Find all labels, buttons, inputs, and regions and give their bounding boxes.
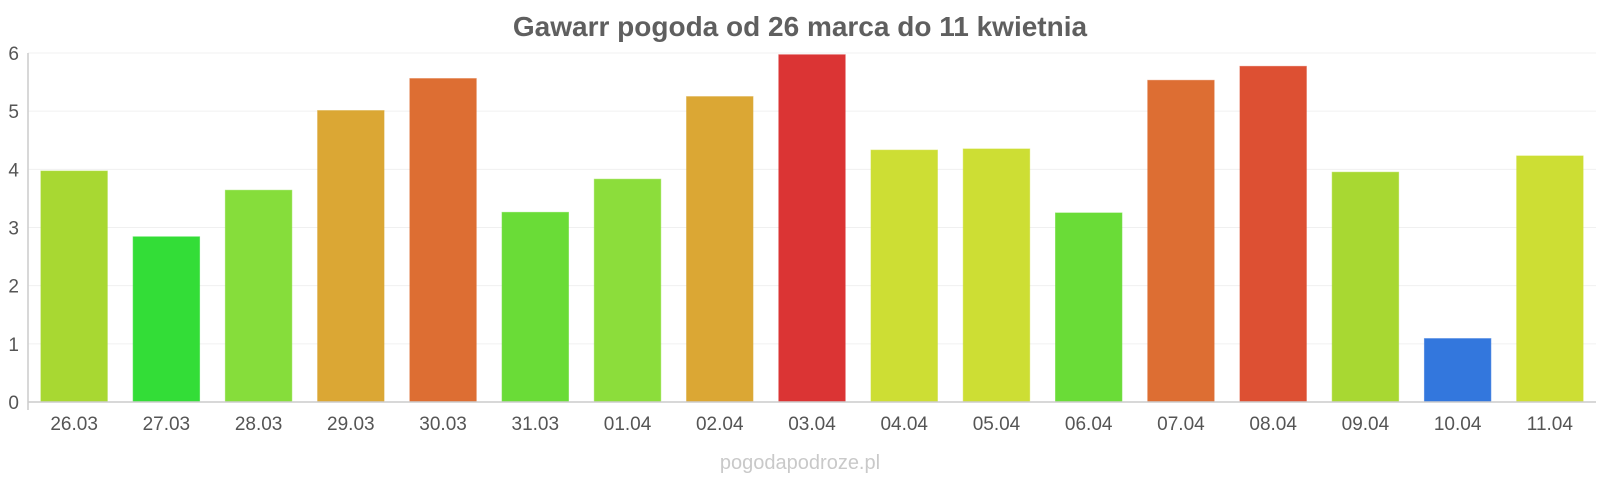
y-tick-label: 6 xyxy=(8,44,19,65)
x-tick-label: 07.04 xyxy=(1157,414,1205,435)
x-tick-label: 28.03 xyxy=(235,414,283,435)
x-tick-label: 02.04 xyxy=(696,414,744,435)
bar-09.04 xyxy=(1331,171,1400,403)
chart-title: Gawarr pogoda od 26 marca do 11 kwietnia xyxy=(513,11,1088,42)
y-tick-label: 1 xyxy=(8,335,19,356)
bar-30.03 xyxy=(409,78,477,403)
x-tick-label: 31.03 xyxy=(512,414,560,435)
x-axis-ticks: 26.03 27.03 28.03 29.03 30.03 31.03 01.04 02.04… xyxy=(50,414,1573,435)
bar-29.03 xyxy=(317,110,385,403)
x-tick-label: 29.03 xyxy=(327,414,375,435)
bar-05.04 xyxy=(962,148,1031,403)
y-axis-ticks: 0 1 2 3 4 5 6 xyxy=(8,44,19,414)
x-tick-label: 08.04 xyxy=(1249,414,1297,435)
x-tick-label: 10.04 xyxy=(1434,414,1482,435)
x-tick-label: 26.03 xyxy=(50,414,98,435)
bar-28.03 xyxy=(224,189,293,403)
bar-01.04 xyxy=(593,178,662,403)
y-tick-label: 2 xyxy=(8,277,19,298)
y-tick-label: 4 xyxy=(8,160,19,181)
watermark: pogodapodroze.pl xyxy=(720,452,880,474)
x-tick-label: 03.04 xyxy=(788,414,836,435)
bar-10.04 xyxy=(1423,338,1492,403)
x-tick-label: 30.03 xyxy=(419,414,467,435)
bar-27.03 xyxy=(132,236,201,403)
x-tick-label: 06.04 xyxy=(1065,414,1113,435)
x-tick-label: 11.04 xyxy=(1527,414,1574,435)
x-tick-label: 09.04 xyxy=(1342,414,1390,435)
bar-02.04 xyxy=(686,96,754,403)
bars xyxy=(40,54,1584,403)
bar-08.04 xyxy=(1239,65,1307,403)
y-tick-label: 0 xyxy=(8,393,19,414)
bar-03.04 xyxy=(778,54,846,403)
x-tick-label: 01.04 xyxy=(604,414,652,435)
bar-07.04 xyxy=(1147,79,1215,403)
bar-11.04 xyxy=(1516,155,1584,403)
bar-04.04 xyxy=(870,149,938,403)
x-tick-label: 05.04 xyxy=(973,414,1021,435)
bar-06.04 xyxy=(1055,212,1123,403)
y-tick-label: 5 xyxy=(8,102,19,123)
x-tick-label: 04.04 xyxy=(880,414,928,435)
x-tick-label: 27.03 xyxy=(143,414,191,435)
bar-31.03 xyxy=(501,211,569,403)
y-tick-label: 3 xyxy=(8,219,19,240)
bar-26.03 xyxy=(40,170,108,403)
